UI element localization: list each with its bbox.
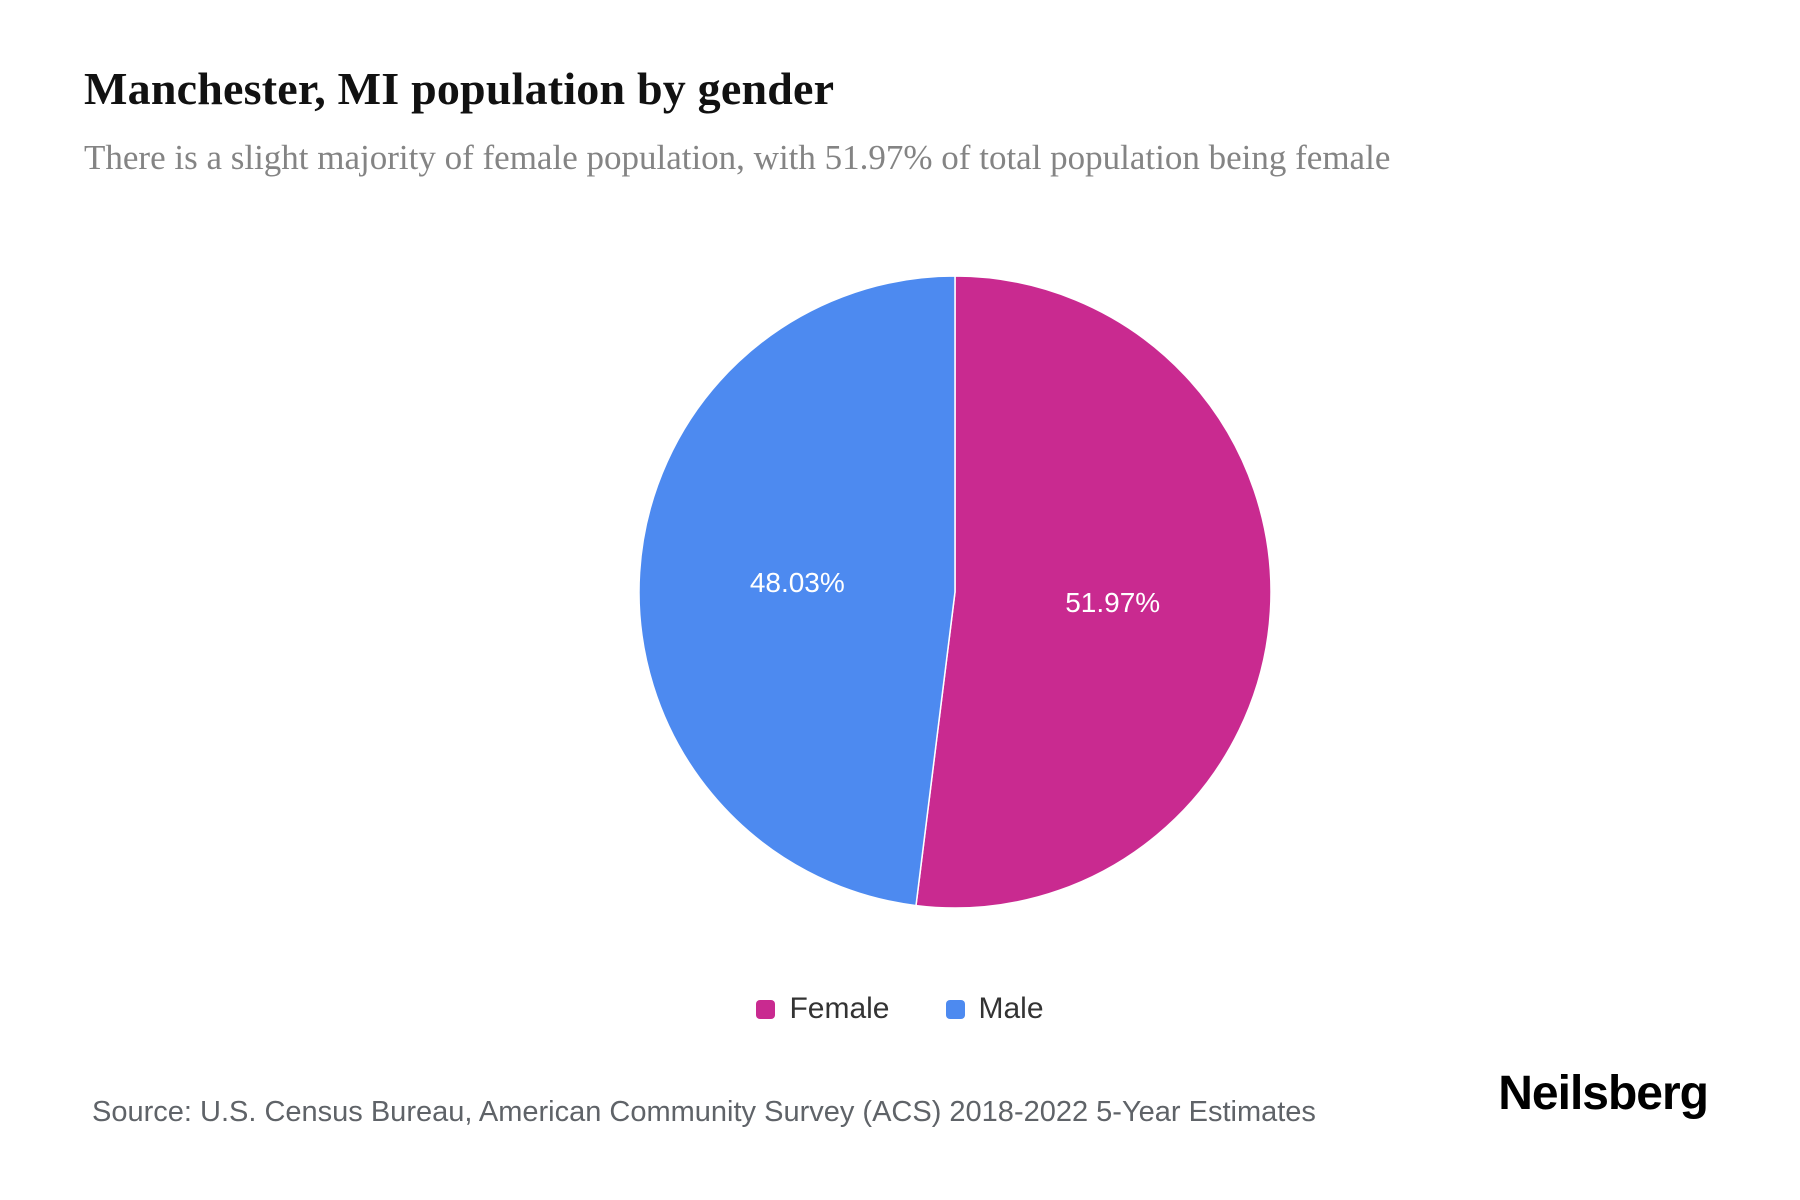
brand-logo: Neilsberg xyxy=(1498,1067,1709,1120)
chart-title: Manchester, MI population by gender xyxy=(84,63,835,114)
legend-label-male: Male xyxy=(978,992,1044,1025)
pie-chart: 51.97% 48.03% xyxy=(638,275,1272,909)
source-note: Source: U.S. Census Bureau, American Com… xyxy=(92,1096,1316,1128)
legend-swatch-male xyxy=(945,999,965,1019)
legend: Female Male xyxy=(0,992,1800,1026)
chart-subtitle: There is a slight majority of female pop… xyxy=(84,138,1391,177)
pie-slice-male[interactable] xyxy=(638,275,956,907)
legend-item-female[interactable]: Female xyxy=(756,992,890,1026)
legend-item-male[interactable]: Male xyxy=(945,992,1044,1026)
legend-label-female: Female xyxy=(789,992,890,1025)
pie-slice-value-label: 48.03% xyxy=(750,567,845,598)
pie-slice-value-label: 51.97% xyxy=(1065,587,1160,618)
pie-slice-female[interactable] xyxy=(915,275,1272,909)
legend-swatch-female xyxy=(756,999,776,1019)
